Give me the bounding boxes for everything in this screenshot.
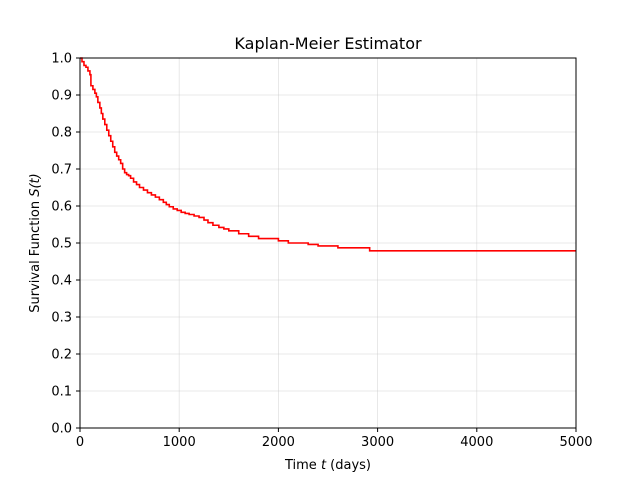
y-tick-label: 0.3 (51, 311, 72, 326)
y-tick-label: 0.1 (51, 385, 72, 400)
y-tick-label: 0.8 (51, 126, 72, 141)
y-tick-label: 0.6 (51, 200, 72, 215)
x-tick-label: 3000 (361, 435, 394, 450)
y-tick-label: 0.2 (51, 348, 72, 363)
y-tick-label: 1.0 (51, 52, 72, 67)
x-ticks: 0 1000 2000 3000 4000 5000 (76, 428, 593, 450)
y-axis-label: Survival Function S(t) (28, 173, 43, 312)
chart-title: Kaplan-Meier Estimator (234, 34, 422, 53)
x-tick-label: 4000 (460, 435, 493, 450)
y-tick-label: 0.0 (51, 422, 72, 437)
x-axis-label: Time t (days) (284, 458, 371, 473)
x-tick-label: 0 (76, 435, 84, 450)
y-ticks: 0.0 0.1 0.2 0.3 0.4 0.5 0.6 0.7 0.8 0.9 1.0 (51, 52, 80, 437)
x-tick-label: 1000 (163, 435, 196, 450)
y-tick-label: 0.7 (51, 163, 72, 178)
x-tick-label: 5000 (559, 435, 592, 450)
y-tick-label: 0.5 (51, 237, 72, 252)
y-tick-label: 0.4 (51, 274, 72, 289)
grid (79, 57, 577, 429)
x-tick-label: 2000 (262, 435, 295, 450)
survival-curve (80, 57, 576, 252)
plot-series (80, 57, 576, 252)
y-tick-label: 0.9 (51, 89, 72, 104)
